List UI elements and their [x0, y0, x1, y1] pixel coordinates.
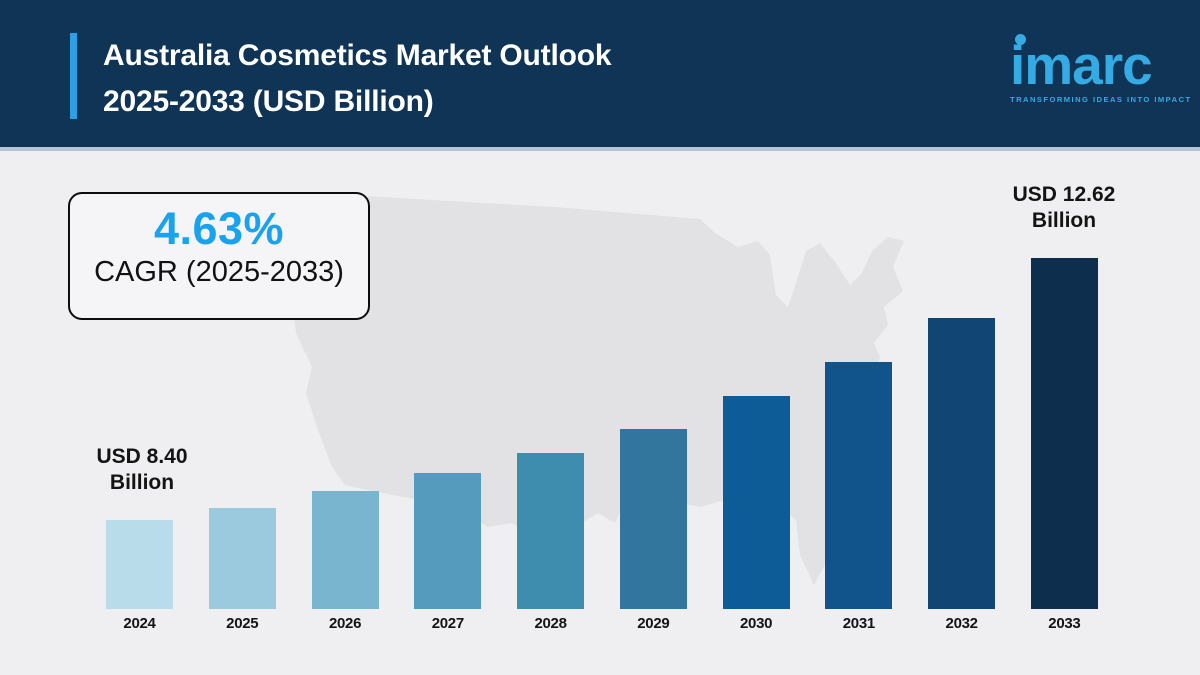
bar-2030: [722, 396, 790, 609]
bar-2024: [106, 520, 173, 609]
bar-2028: [517, 453, 585, 609]
chart-area: 4.63% CAGR (2025-2033) USD 8.40 Billion …: [0, 151, 1200, 671]
x-axis-label-2027: 2027: [431, 615, 464, 632]
bar-column-2026: 2026: [311, 491, 379, 633]
imarc-logo: imarc TRANSFORMING IDEAS INTO IMPACT: [1010, 30, 1192, 105]
value-label-2033: USD 12.62 Billion: [996, 182, 1132, 234]
bar-column-2029: 2029: [619, 429, 687, 633]
bar-2032: [928, 318, 996, 609]
logo-wordmark: imarc: [1010, 34, 1153, 96]
x-axis-label-2032: 2032: [945, 615, 978, 632]
x-axis-label-2024: 2024: [123, 615, 156, 632]
title-accent-bar: [70, 33, 77, 119]
x-axis-label-2030: 2030: [740, 615, 773, 632]
bar-2025: [208, 508, 276, 609]
bar-2027: [414, 473, 482, 609]
bar-column-2031: 2031: [825, 362, 893, 633]
x-axis-label-2028: 2028: [534, 615, 567, 632]
x-axis-label-2029: 2029: [637, 615, 670, 632]
page-title-line1: Australia Cosmetics Market Outlook: [103, 39, 612, 72]
page-title-line2: 2025-2033 (USD Billion): [103, 85, 434, 118]
bar-column-2025: 2025: [208, 508, 276, 633]
page-title: Australia Cosmetics Market Outlook 2025-…: [103, 33, 612, 125]
logo-i-dot-icon: [1015, 34, 1026, 45]
cagr-value: 4.63%: [153, 203, 285, 254]
bar-2029: [619, 429, 687, 609]
value-label-2033-line2: Billion: [1031, 209, 1097, 232]
bar-2033: [1030, 258, 1098, 609]
bar-column-2033: 2033: [1030, 258, 1098, 633]
cagr-label: CAGR (2025-2033): [94, 256, 344, 288]
value-label-2024-line1: USD 8.40: [96, 445, 188, 468]
value-label-2033-line1: USD 12.62: [1012, 183, 1116, 206]
bar-column-2024: 2024: [106, 520, 173, 633]
x-axis-label-2033: 2033: [1048, 615, 1081, 632]
bar-column-2030: 2030: [722, 396, 790, 633]
x-axis-label-2025: 2025: [226, 615, 259, 632]
bar-column-2027: 2027: [414, 473, 482, 633]
bar-column-2028: 2028: [517, 453, 585, 633]
cagr-box: 4.63% CAGR (2025-2033): [68, 192, 370, 320]
bar-2026: [311, 491, 379, 609]
logo-tagline: TRANSFORMING IDEAS INTO IMPACT: [1010, 95, 1192, 105]
bar-chart: 2024 2025 2026 2027 2028 2029 2030 2031 2032 2033: [106, 258, 1098, 633]
bar-2031: [825, 362, 893, 609]
header: Australia Cosmetics Market Outlook 2025-…: [0, 0, 1200, 151]
value-label-2024-line2: Billion: [109, 471, 175, 494]
bar-column-2032: 2032: [928, 318, 996, 633]
x-axis-label-2031: 2031: [842, 615, 875, 632]
value-label-2024: USD 8.40 Billion: [74, 444, 210, 496]
x-axis-label-2026: 2026: [328, 615, 362, 632]
